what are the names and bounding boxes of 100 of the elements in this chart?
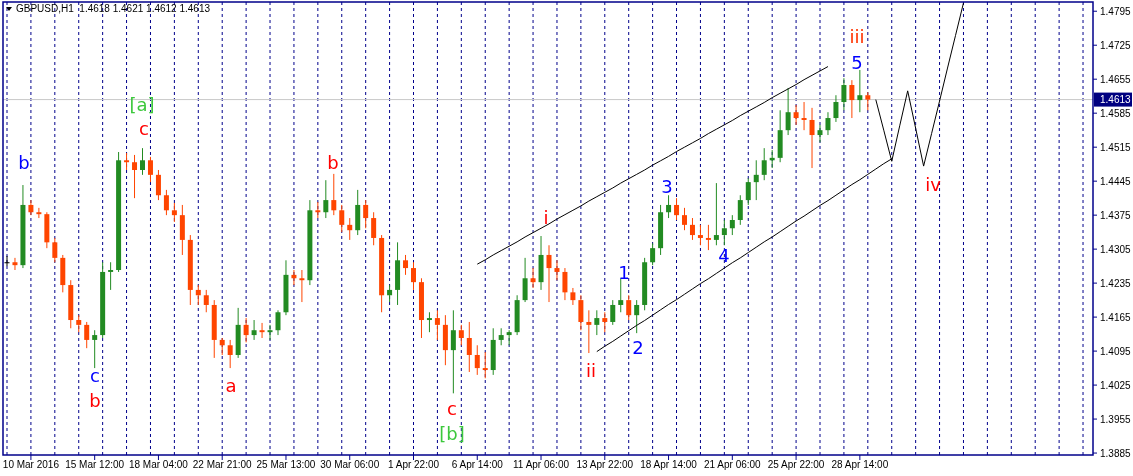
annotation: [a] [129,93,155,115]
candlestick [546,244,552,303]
candlestick [155,169,161,201]
candlestick [299,269,305,303]
candlestick [530,267,536,289]
annotation: 1 [618,261,630,283]
candlestick [140,147,145,176]
y-tick-label: 1.4725 [1100,39,1132,51]
candlestick [809,107,815,169]
candlestick [171,202,177,223]
candlestick [411,261,416,291]
candlestick [251,319,257,341]
annotation: i [543,206,549,228]
x-tick-label: 15 Mar 12:00 [65,459,125,470]
candlestick [474,344,480,376]
annotation: b [327,151,339,173]
candlestick [466,321,472,373]
annotation: iv [925,173,942,195]
candlestick [28,199,34,216]
x-tick-label: 21 Apr 06:00 [703,459,762,470]
x-tick-label: 30 Mar 06:00 [320,459,380,470]
candlestick [705,224,711,251]
candlestick [793,104,799,126]
x-tick-label: 28 Apr 14:00 [831,459,889,470]
candlestick [682,207,687,231]
candlestick [785,87,791,136]
candlestick [833,94,839,123]
y-tick-label: 1.4165 [1100,311,1132,323]
candlestick [761,147,767,181]
x-tick-label: 22 Mar 21:00 [192,459,253,470]
candlestick [666,194,672,219]
candlestick [347,217,353,241]
candlestick [363,199,369,229]
candlestick [594,309,600,336]
candlestick [745,177,751,206]
candlestick [634,299,640,334]
x-tick-label: 18 Mar 04:00 [128,459,189,470]
candlestick [227,339,233,369]
y-tick-label: 1.4795 [1100,5,1132,17]
candlestick [817,124,823,143]
candlestick [825,111,831,136]
x-tick-label: 13 Apr 22:00 [576,459,634,470]
x-tick-label: 6 Apr 14:00 [451,459,504,470]
y-tick-label: 1.3885 [1100,447,1132,459]
candlestick [84,321,90,349]
candlestick [753,159,759,201]
y-tick-label: 1.4375 [1100,209,1132,221]
candlestick [323,179,329,219]
candlestick [275,309,281,336]
annotation: 4 [718,244,730,266]
candlestick [721,219,727,246]
candlestick [586,309,592,354]
x-tick-label: 11 Apr 06:00 [513,459,570,470]
candlestick [132,154,138,199]
candlestick [578,294,584,331]
candlestick [570,287,576,306]
candlestick [52,237,58,263]
annotation: b [18,151,30,173]
candlestick [203,289,209,313]
annotation: c [139,117,149,139]
candlestick [562,267,568,301]
x-tick-label: 10 Mar 2016 [2,459,60,470]
candlestick [4,255,10,267]
candlestick [434,309,440,341]
annotation: c [447,397,457,419]
annotation: b [89,389,101,411]
annotation: c [90,364,100,386]
candlestick [522,257,528,303]
candlestick [331,173,337,216]
candlestick [610,299,616,326]
candlestick [482,351,488,379]
x-tick-label: 18 Apr 14:00 [640,459,698,470]
y-tick-label: 1.4515 [1100,141,1132,153]
annotation: iii [849,25,865,47]
candlestick [12,257,18,271]
candlestick [92,329,98,369]
y-tick-label: 1.4235 [1100,277,1132,289]
y-tick-label: 1.4445 [1100,175,1132,187]
candlestick [506,329,512,346]
annotation: a [225,374,237,396]
x-tick-label: 25 Apr 22:00 [767,459,825,470]
candlestick [626,294,632,321]
candlestick [315,201,321,219]
candlestick [841,77,847,111]
y-tick-label: 1.4655 [1100,73,1132,85]
candlestick [618,277,624,313]
x-tick-label: 25 Mar 13:00 [256,459,316,470]
candlestick [371,211,377,246]
candlestick [426,311,432,333]
candlestick [554,259,560,281]
candlestick [259,322,265,339]
candlestick [195,284,201,306]
candlestick [36,207,42,219]
candlestick [108,261,114,291]
annotation: [b] [439,422,465,444]
ref-line-label: 1.4613 [1100,94,1132,106]
candlestick [339,204,345,233]
candlestick [801,101,807,131]
y-tick-label: 1.4585 [1100,107,1132,119]
candlestick [729,214,735,236]
